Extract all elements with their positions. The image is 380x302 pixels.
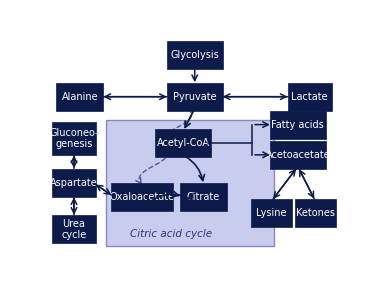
Text: Citric acid cycle: Citric acid cycle <box>130 229 212 239</box>
Text: Citrate: Citrate <box>187 192 220 202</box>
FancyBboxPatch shape <box>288 83 332 111</box>
Text: Aspartate: Aspartate <box>50 178 98 188</box>
FancyBboxPatch shape <box>56 83 103 111</box>
FancyBboxPatch shape <box>270 141 326 169</box>
FancyBboxPatch shape <box>155 129 211 157</box>
Text: Ketones: Ketones <box>296 208 335 218</box>
FancyBboxPatch shape <box>52 215 96 243</box>
Text: Lysine: Lysine <box>256 208 287 218</box>
FancyBboxPatch shape <box>251 199 292 227</box>
FancyBboxPatch shape <box>52 169 96 197</box>
FancyBboxPatch shape <box>111 183 173 211</box>
FancyBboxPatch shape <box>167 41 223 69</box>
Text: Oxaloacetate: Oxaloacetate <box>109 192 174 202</box>
Text: Glycolysis: Glycolysis <box>170 50 219 60</box>
Text: Pyruvate: Pyruvate <box>173 92 217 102</box>
FancyBboxPatch shape <box>180 183 227 211</box>
Bar <box>106 120 274 246</box>
FancyBboxPatch shape <box>167 83 223 111</box>
Text: Fatty acids: Fatty acids <box>271 120 324 130</box>
Text: Acetyl-CoA: Acetyl-CoA <box>157 138 209 148</box>
Text: Gluconeo-
genesis: Gluconeo- genesis <box>49 128 99 149</box>
Text: Urea
cycle: Urea cycle <box>62 219 87 240</box>
FancyBboxPatch shape <box>52 122 96 155</box>
Text: Acetoacetate: Acetoacetate <box>266 150 330 160</box>
FancyBboxPatch shape <box>270 111 326 139</box>
FancyBboxPatch shape <box>295 199 336 227</box>
Text: Alanine: Alanine <box>62 92 98 102</box>
Text: Lactate: Lactate <box>291 92 328 102</box>
